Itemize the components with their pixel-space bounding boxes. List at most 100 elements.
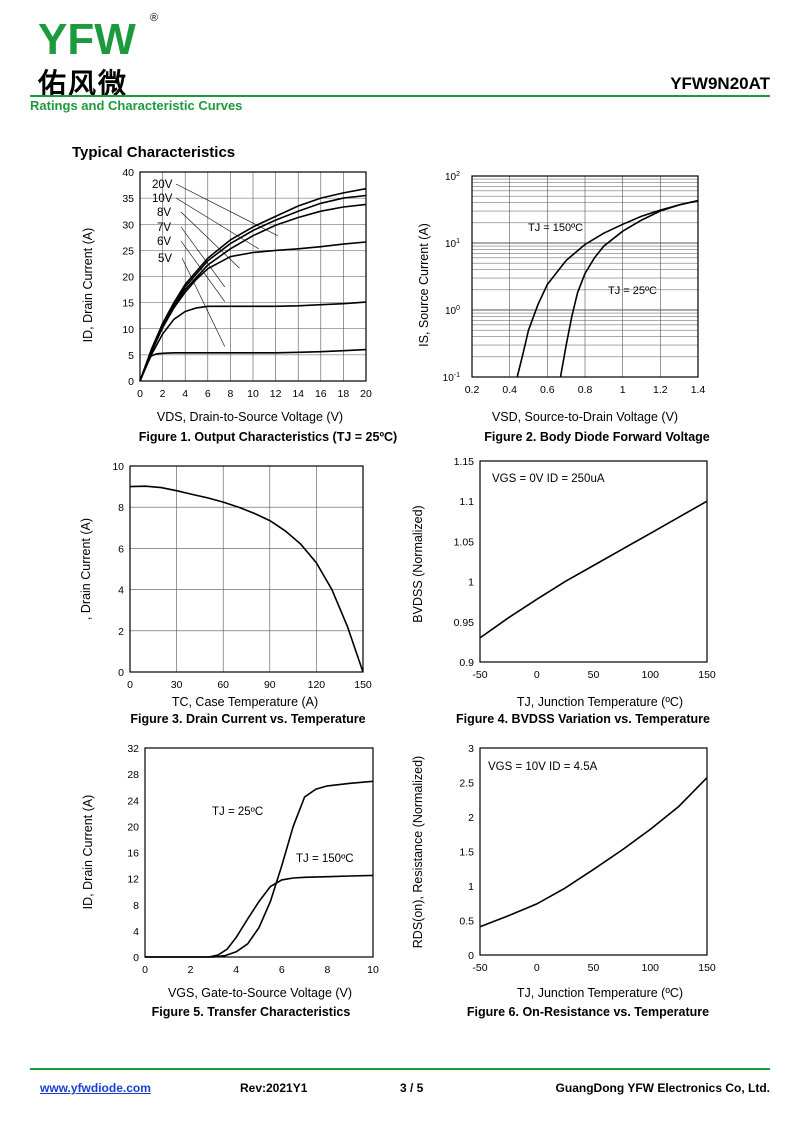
x-tick-label: 12 [270,388,282,400]
x-axis-label: TJ, Junction Temperature (ºC) [517,986,683,1000]
company-logo: YFW ® 佑风微 [38,12,168,102]
y-tick-label: 12 [127,874,139,886]
series-line-tj-25-c [559,199,699,378]
y-tick-label: 0 [133,952,139,964]
plot-frame [479,747,708,956]
y-tick-label: 0 [118,667,124,679]
plot-frame [471,175,699,378]
series-line-0 [479,777,708,928]
x-tick-label: 100 [641,962,659,974]
y-tick-label: 25 [122,245,134,257]
condition-annotation: VGS = 10V ID = 4.5A [488,761,598,773]
y-axis-label: BVDSS (Normalized) [411,505,425,622]
page-subtitle: Ratings and Characteristic Curves [30,98,243,113]
y-tick-label: 3 [468,743,474,755]
y-tick-label: 1 [468,881,474,893]
x-tick-label: 10 [367,964,379,976]
series-label-tj-150c: TJ = 150ºC [528,222,583,234]
x-tick-label: 2 [160,388,166,400]
y-tick-label: 4 [118,585,124,597]
y-tick-label: 10-1 [443,372,460,384]
x-tick-label: 0.4 [502,384,517,396]
revision: Rev:2021Y1 [240,1081,308,1095]
y-tick-label: 2 [468,812,474,824]
figure-caption: Figure 3. Drain Current vs. Temperature [130,712,365,726]
legend-label: 10V [152,193,173,205]
x-tick-label: 0 [534,962,540,974]
series-line-tj-150-c [145,874,374,958]
x-tick-label: 6 [205,388,211,400]
x-tick-label: 150 [698,669,716,681]
x-tick-label: 30 [171,679,183,691]
series-label-tj-25c: TJ = 25ºC [212,806,263,818]
plot-frame [139,171,367,382]
y-tick-label: 5 [128,350,134,362]
x-tick-label: 90 [264,679,276,691]
y-tick-label: 6 [118,543,124,555]
y-tick-label: 32 [127,743,139,755]
y-axis-label: ID, Drain Current (A) [81,795,95,910]
y-tick-label: 0 [128,376,134,388]
x-tick-label: 150 [698,962,716,974]
series-line-0 [129,485,364,673]
website-link[interactable]: www.yfwdiode.com [40,1081,151,1095]
x-tick-label: 50 [588,962,600,974]
y-tick-label: 4 [133,926,139,938]
y-tick-label: 0.9 [459,657,474,669]
x-tick-label: 10 [247,388,259,400]
figure-caption: Figure 4. BVDSS Variation vs. Temperatur… [456,712,710,726]
y-tick-label: 2 [118,626,124,638]
x-tick-label: 16 [315,388,327,400]
legend-label: 8V [157,207,171,219]
y-tick-label: 28 [127,769,139,781]
y-tick-label: 100 [445,305,460,317]
chart-fig1: 0 2 4 6 8 10 12 14 16 18 20 0 5 10 15 20 25 30 35 40 VDS, Dr… [81,167,397,444]
x-tick-label: 8 [227,388,233,400]
series-line-6v [139,301,367,382]
series-label-tj-25c: TJ = 25ºC [608,285,657,297]
company-name: GuangDong YFW Electronics Co, Ltd. [555,1081,770,1095]
y-tick-label: 20 [122,272,134,284]
legend-leader-line [180,226,225,288]
y-tick-label: 10 [112,461,124,473]
legend-leader-line [181,257,226,347]
x-tick-label: 6 [279,964,285,976]
x-tick-label: 0 [137,388,143,400]
y-tick-label: 1 [468,577,474,589]
x-tick-label: 120 [308,679,326,691]
header-divider [30,95,770,97]
x-tick-label: 18 [338,388,350,400]
y-axis-label: , Drain Current (A) [79,518,93,620]
x-tick-label: 0 [127,679,133,691]
y-axis-label: RDS(on), Resistance (Normalized) [411,756,425,948]
x-axis-label: VSD, Source-to-Drain Voltage (V) [492,410,678,424]
x-tick-label: 4 [182,388,188,400]
x-tick-label: 60 [217,679,229,691]
y-tick-label: 20 [127,821,139,833]
legend-leader-line [175,197,259,250]
y-tick-label: 0 [468,950,474,962]
legend-leader-line [180,240,225,302]
x-tick-label: 150 [354,679,372,691]
figure-caption: Figure 5. Transfer Characteristics [152,1005,351,1019]
y-tick-label: 35 [122,193,134,205]
series-line-tj-150-c [516,199,699,378]
y-tick-label: 16 [127,848,139,860]
y-tick-label: 10 [122,324,134,336]
x-tick-label: -50 [472,962,487,974]
x-tick-label: 8 [324,964,330,976]
plot-frame [144,747,374,958]
legend-label: 6V [157,236,171,248]
section-title: Typical Characteristics [72,144,236,161]
y-tick-label: 1.5 [459,847,474,859]
condition-annotation: VGS = 0V ID = 250uA [492,473,605,485]
series-label-tj-150c: TJ = 150ºC [296,853,354,865]
x-tick-label: 0.6 [540,384,555,396]
x-tick-label: 1 [620,384,626,396]
y-tick-label: 102 [445,171,460,183]
y-tick-label: 0.5 [459,916,474,928]
x-axis-label: VGS, Gate-to-Source Voltage (V) [168,986,352,1000]
legend-label: 5V [158,253,172,265]
x-tick-label: 14 [292,388,304,400]
